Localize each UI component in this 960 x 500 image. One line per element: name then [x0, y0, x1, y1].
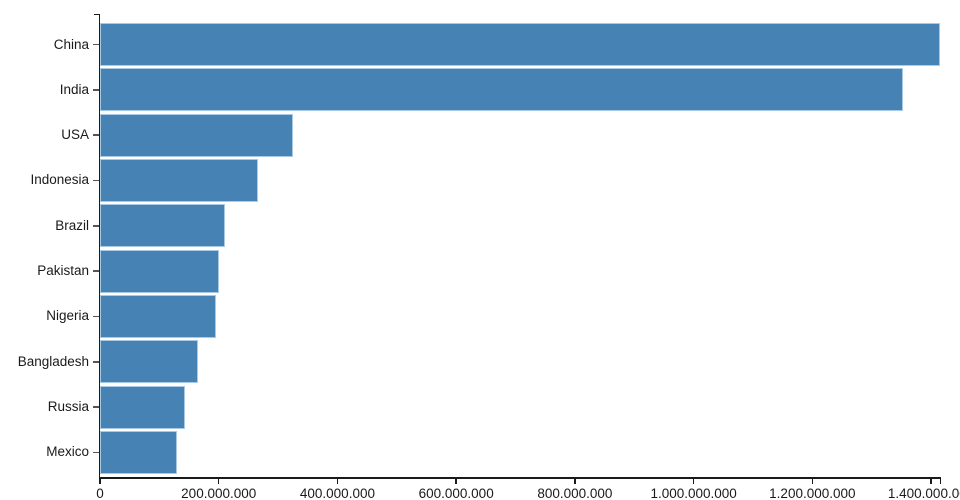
x-axis-line	[99, 477, 941, 479]
y-axis-tick	[93, 179, 99, 182]
y-axis-tick	[93, 451, 99, 454]
y-axis-label-russia: Russia	[47, 399, 89, 415]
y-axis-top-cap	[94, 13, 100, 15]
x-axis-tick	[692, 477, 695, 484]
x-axis-tick-label: 600.000.000	[418, 486, 494, 500]
bar-india	[99, 68, 904, 112]
x-axis-tick	[574, 477, 576, 484]
y-axis-label-nigeria: Nigeria	[46, 308, 89, 324]
x-axis-end-cap	[939, 477, 941, 484]
y-axis-label-brazil: Brazil	[55, 217, 89, 233]
x-axis-tick	[217, 477, 220, 484]
y-axis-tick	[93, 315, 99, 318]
y-axis-label-usa: USA	[61, 127, 89, 143]
y-axis-tick	[93, 225, 99, 227]
x-axis-tick	[455, 477, 457, 484]
bar-mexico	[99, 430, 178, 474]
y-axis-label-pakistan: Pakistan	[37, 263, 89, 279]
bar-pakistan	[99, 249, 219, 293]
y-axis-domain-line	[98, 14, 101, 478]
y-axis-label-indonesia: Indonesia	[30, 172, 89, 188]
bar-usa	[99, 113, 294, 157]
y-axis-label-bangladesh: Bangladesh	[17, 353, 89, 369]
x-axis-tick-label: 1.400.000.000	[887, 486, 960, 500]
x-axis-tick	[336, 477, 339, 484]
bar-china	[99, 23, 940, 66]
x-axis-tick-label: 400.000.000	[299, 486, 375, 500]
y-axis-tick	[93, 270, 99, 272]
y-axis-tick	[93, 134, 99, 136]
x-axis-tick-label: 800.000.000	[537, 486, 613, 500]
y-axis-label-india: India	[59, 81, 89, 97]
x-axis-tick	[930, 477, 932, 484]
bar-russia	[99, 385, 185, 429]
y-axis-label-china: China	[53, 36, 89, 52]
x-axis-tick	[811, 477, 814, 484]
bar-bangladesh	[99, 340, 199, 384]
y-axis-tick	[93, 406, 99, 408]
x-axis-tick-label: 1.200.000.000	[769, 486, 856, 500]
x-axis-tick-label: 200.000.000	[181, 486, 257, 500]
x-axis-tick	[99, 477, 101, 484]
x-axis-tick-label: 1.000.000.000	[650, 486, 737, 500]
y-axis-tick	[93, 89, 99, 91]
y-axis-tick	[93, 361, 99, 363]
y-axis-tick	[93, 43, 99, 46]
bar-brazil	[99, 204, 225, 248]
bar-nigeria	[99, 294, 216, 338]
y-axis-label-mexico: Mexico	[46, 444, 89, 460]
bar-indonesia	[99, 158, 258, 202]
x-axis-tick-label: 0	[96, 486, 104, 500]
